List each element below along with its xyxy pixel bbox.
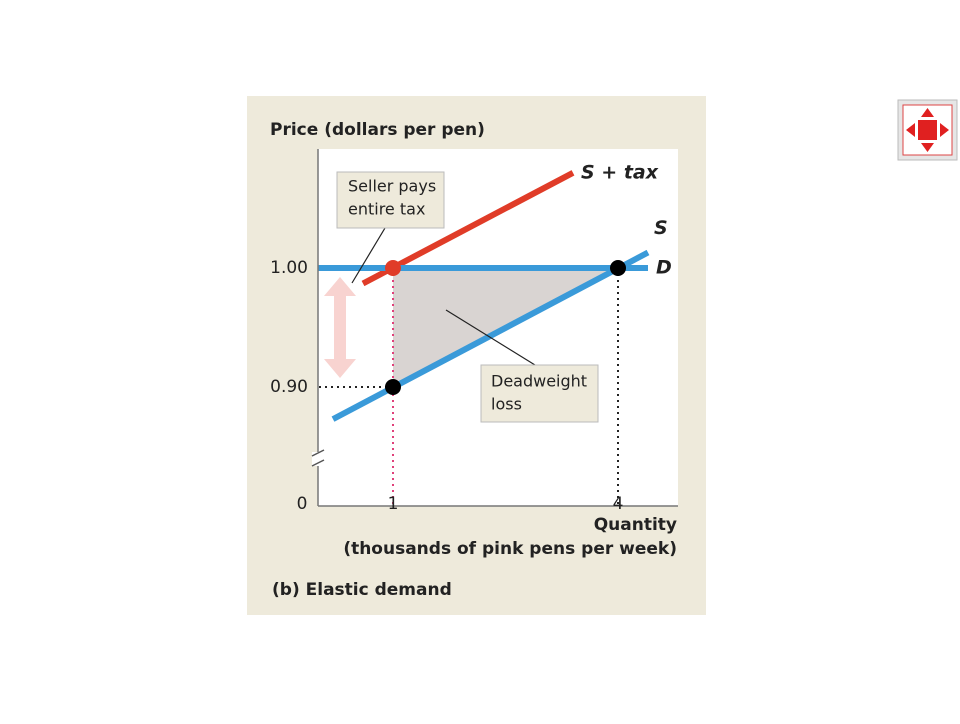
series-label: S + tax [581,161,659,183]
annotation-box [336,171,445,229]
x-axis-label: Quantity [594,515,677,535]
series-label: S [654,217,668,239]
axis-break [311,449,325,457]
series-label: D [656,257,672,279]
x-tick-label: 0 [297,494,308,514]
annotation: Seller pays [348,177,436,196]
plot [318,170,650,506]
point [385,260,401,276]
y-tick-label: 0.90 [270,377,308,397]
leader-line [445,309,536,366]
leader-line [351,227,386,284]
annotation: loss [491,395,522,414]
axis-break [311,459,325,467]
point [385,379,401,395]
annotation-box [480,364,599,423]
x-tick-label: 1 [388,494,399,514]
expand-button[interactable] [897,99,958,161]
point [610,260,626,276]
annotation: entire tax [348,200,425,219]
annotation: Deadweight [491,372,587,391]
x-tick-label: 4 [613,494,624,514]
series-line [331,249,650,422]
x-axis-label: (thousands of pink pens per week) [343,539,677,559]
chart-title: (b) Elastic demand [272,580,452,600]
y-tick-label: 1.00 [270,258,308,278]
axis-break-gap [312,452,324,466]
y-axis-label: Price (dollars per pen) [270,120,485,140]
tax-arrow [324,277,356,378]
